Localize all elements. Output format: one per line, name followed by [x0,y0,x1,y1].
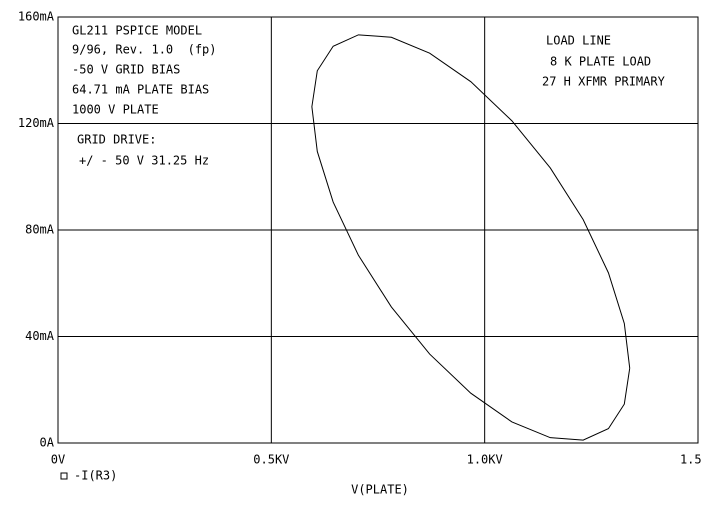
annotation: +/ - 50 V 31.25 Hz [79,154,209,168]
x-tick-label: 0V [51,453,65,467]
legend-marker [60,472,68,480]
y-tick-label: 160mA [18,10,55,24]
x-tick-label: 1.0KV [467,453,503,467]
y-tick-label: 120mA [18,116,55,130]
y-tick-label: 80mA [25,223,55,237]
x-tick-label: 1.5KV [680,453,702,467]
series-line [311,34,631,441]
annotation: 27 H XFMR PRIMARY [542,75,666,89]
x-axis-label: V(PLATE) [351,483,409,497]
annotation: GRID DRIVE: [77,133,156,147]
y-tick-label: 40mA [25,329,55,343]
annotation: LOAD LINE [546,34,611,48]
annotation: 1000 V PLATE [72,103,159,117]
annotation: 8 K PLATE LOAD [550,55,651,69]
annotation: 9/96, Rev. 1.0 (fp) [72,43,217,57]
annotation: -50 V GRID BIAS [72,63,180,77]
legend-label: -I(R3) [74,469,117,483]
annotation: GL211 PSPICE MODEL [72,24,202,38]
x-tick-label: 0.5KV [253,453,289,467]
y-tick-label: 0A [40,436,55,450]
annotation: 64.71 mA PLATE BIAS [72,83,209,97]
